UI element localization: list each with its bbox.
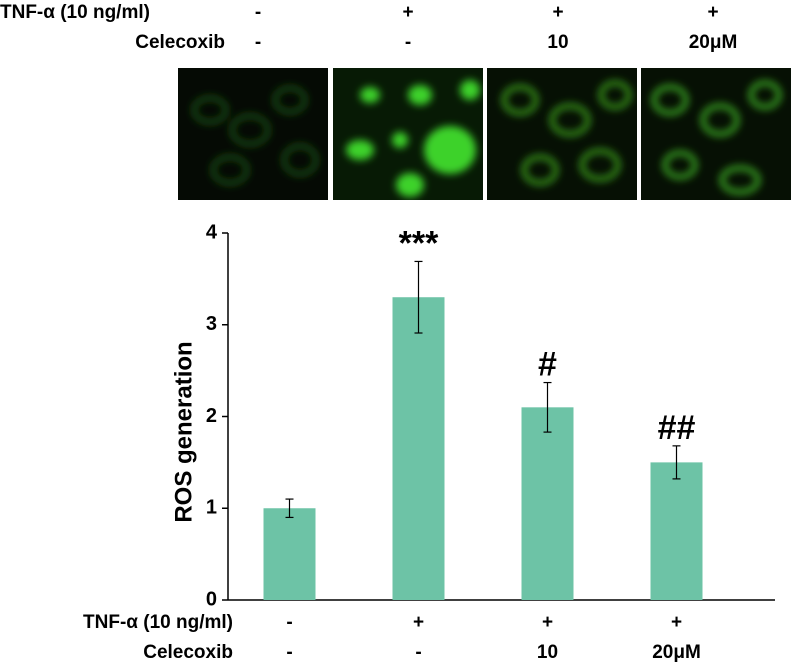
y-tick-label: 4 — [206, 221, 218, 243]
x-tick-label: + — [413, 612, 424, 633]
column-label: - — [405, 32, 411, 53]
column-label: + — [707, 2, 718, 23]
y-tick-label: 0 — [206, 588, 217, 610]
significance-label: # — [538, 346, 557, 384]
column-label: - — [255, 2, 261, 23]
column-label: + — [552, 2, 563, 23]
x-tick-label: - — [415, 642, 421, 663]
y-axis-label: ROS generation — [170, 341, 197, 522]
column-label: - — [255, 32, 261, 53]
bar — [521, 407, 574, 600]
column-label: 20μM — [689, 32, 738, 53]
micrograph — [487, 68, 637, 200]
x-tick-label: + — [671, 612, 682, 633]
bar — [392, 297, 445, 600]
x-tick-label: - — [286, 642, 292, 663]
significance-label: ## — [658, 409, 696, 447]
micrograph — [641, 68, 791, 200]
row-label: Celecoxib — [143, 642, 233, 663]
x-tick-label: + — [542, 612, 553, 633]
x-tick-label: - — [286, 612, 292, 633]
row-label: Celecoxib — [135, 32, 225, 53]
bar — [263, 508, 316, 600]
x-tick-label: 20μM — [652, 642, 701, 663]
y-tick-label: 3 — [206, 313, 217, 335]
micrographs — [178, 68, 791, 200]
column-label: + — [402, 2, 413, 23]
row-label: TNF-α (10 ng/ml) — [0, 2, 150, 23]
micrograph — [333, 68, 483, 200]
row-label: TNF-α (10 ng/ml) — [83, 612, 233, 633]
x-tick-label: 10 — [537, 642, 558, 663]
column-label: 10 — [547, 32, 568, 53]
y-tick-label: 1 — [206, 497, 217, 519]
y-tick-label: 2 — [206, 405, 217, 427]
significance-label: *** — [399, 224, 439, 262]
bar — [650, 462, 703, 600]
micrograph — [178, 68, 328, 200]
